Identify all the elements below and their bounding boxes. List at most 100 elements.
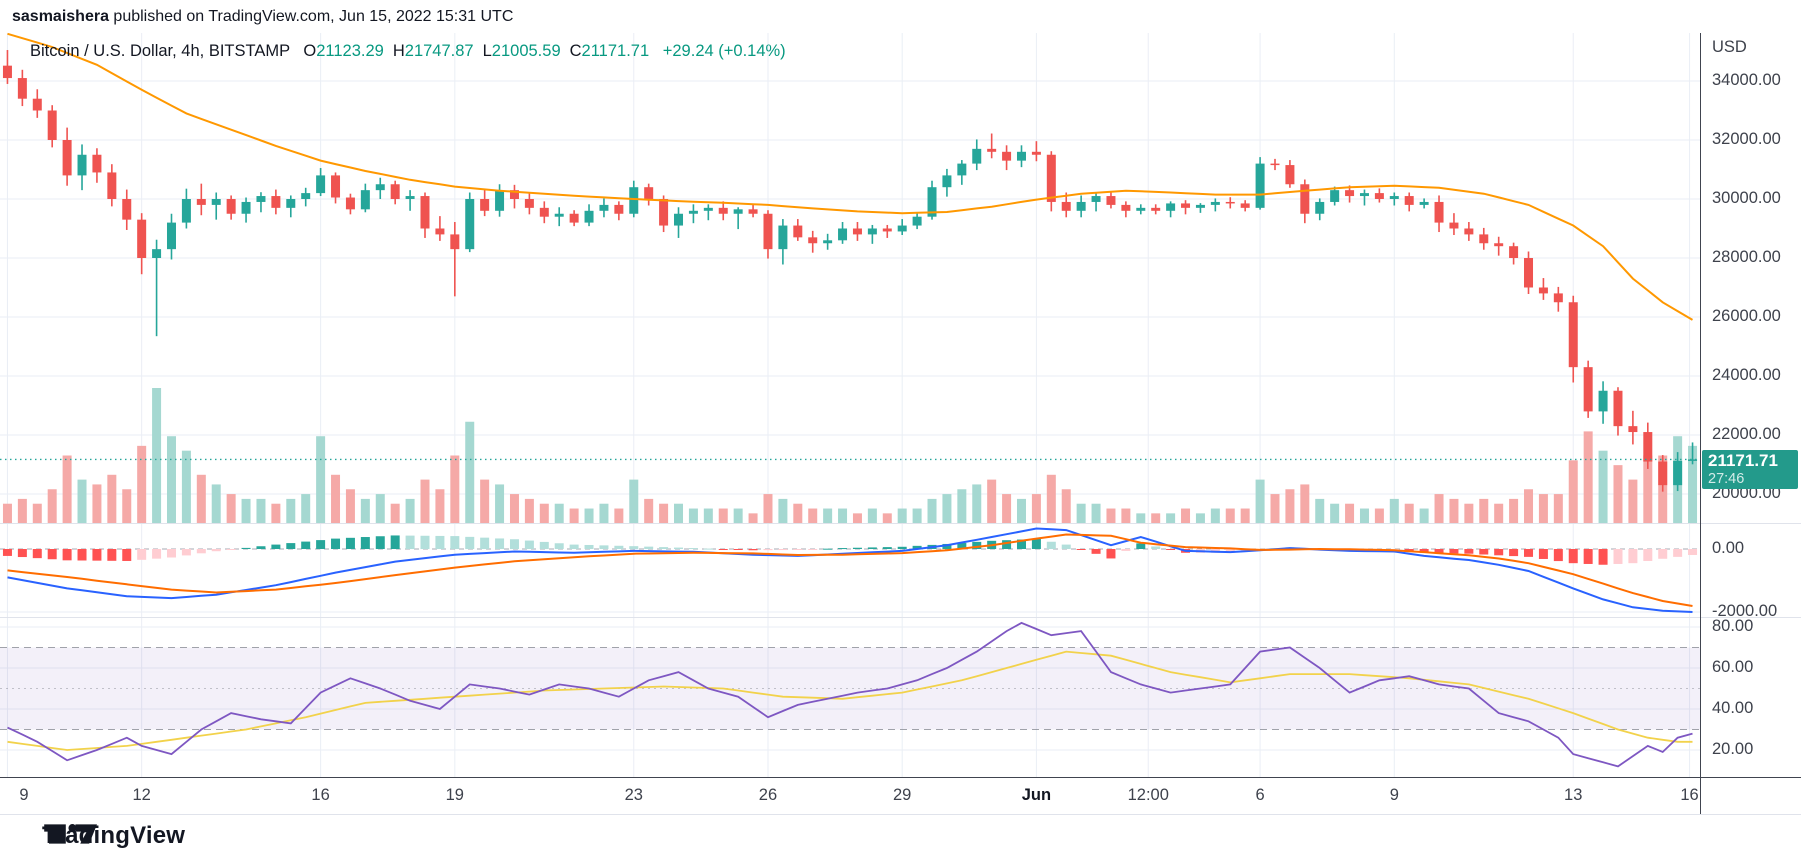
volume-bar (92, 484, 102, 523)
macd-histogram-bar (823, 548, 833, 550)
macd-histogram-bar (137, 549, 147, 560)
volume-bar (435, 489, 445, 523)
volume-bar (1568, 460, 1578, 523)
macd-histogram-bar (763, 549, 773, 551)
volume-bar (1330, 503, 1340, 523)
volume-bar (1419, 508, 1429, 523)
price-tick-main: 24000.00 (1712, 366, 1781, 384)
time-tick: 29 (893, 786, 912, 804)
volume-bar (1225, 508, 1235, 523)
volume-bar (1613, 465, 1623, 523)
candle-body (987, 148, 997, 152)
candle-body (674, 213, 684, 226)
macd-histogram-bar (882, 547, 892, 549)
macd-histogram-bar (405, 535, 415, 549)
volume-bar (241, 498, 251, 523)
candle-body (1389, 196, 1399, 199)
volume-bar (1136, 513, 1146, 523)
candle-body (867, 228, 877, 235)
candle-wick (990, 133, 993, 159)
candle-body (1688, 459, 1698, 461)
candle-body (509, 190, 519, 199)
volume-bar (316, 436, 326, 523)
macd-histogram-bar (1464, 549, 1474, 554)
volume-bar (345, 489, 355, 523)
volume-bar (614, 508, 624, 523)
macd-histogram-bar (1106, 549, 1116, 559)
candle-wick (454, 222, 456, 297)
volume-bar (509, 494, 519, 523)
candle-body (838, 228, 848, 241)
volume-bar (1374, 508, 1384, 523)
macd-histogram-bar (1628, 549, 1638, 564)
volume-bar (1166, 513, 1176, 523)
candle-body (256, 196, 266, 202)
volume-bar (972, 484, 982, 523)
macd-histogram-bar (1583, 549, 1593, 564)
candle-body (927, 187, 937, 217)
price-tick-main: 26000.00 (1712, 307, 1781, 325)
candle-body (1285, 165, 1295, 185)
volume-bar (1389, 498, 1399, 523)
volume-bar (47, 489, 57, 523)
tradingview-logo[interactable]: TradingView (42, 822, 185, 850)
macd-histogram-bar (495, 538, 505, 549)
volume-bar (1315, 498, 1325, 523)
macd-histogram-bar (375, 536, 385, 549)
candle-body (659, 199, 669, 226)
candle-body (763, 213, 773, 250)
volume-bar (152, 388, 162, 523)
macd-histogram-bar (92, 549, 102, 561)
volume-bar (405, 498, 415, 523)
candle-body (539, 207, 549, 217)
volume-bar (867, 508, 877, 523)
macd-histogram-bar (1479, 549, 1489, 555)
macd-histogram-bar (1688, 549, 1698, 555)
time-tick: 26 (758, 786, 778, 804)
candle-body (1538, 287, 1548, 294)
candle-body (1151, 207, 1161, 211)
publish-header: sasmaishera published on TradingView.com… (12, 8, 513, 26)
candle-body (32, 98, 42, 111)
price-tick-rsi: 20.00 (1712, 740, 1754, 758)
macd-histogram-bar (1449, 549, 1459, 554)
volume-bar (1270, 494, 1280, 523)
macd-histogram-bar (1002, 540, 1012, 549)
volume-bar (17, 498, 27, 523)
price-tick-macd: 0.00 (1712, 539, 1745, 557)
volume-bar (1449, 498, 1459, 523)
macd-histogram-bar (465, 536, 475, 549)
volume-bar (823, 508, 833, 523)
volume-bar (1434, 494, 1444, 523)
volume-bar (1106, 508, 1116, 523)
macd-histogram-bar (808, 549, 818, 550)
candle-wick (409, 190, 411, 211)
volume-bar (1509, 498, 1519, 523)
volume-bar (1151, 513, 1161, 523)
time-scale[interactable] (0, 778, 1700, 815)
macd-histogram-bar (241, 547, 251, 549)
volume-bar (1016, 498, 1026, 523)
candle-body (420, 196, 430, 229)
volume-bar (196, 474, 206, 523)
volume-bar (659, 503, 669, 523)
volume-bar (703, 508, 713, 523)
candle-body (1210, 201, 1220, 205)
macd-histogram-bar (852, 547, 862, 549)
volume-bar (718, 508, 728, 523)
candle-body (286, 199, 296, 208)
volume-bar (465, 421, 475, 523)
candle-wick (155, 239, 158, 337)
candle-body (852, 228, 862, 235)
rsi-band (0, 647, 1700, 730)
candle-body (196, 199, 206, 205)
volume-bar (1643, 455, 1653, 523)
candle-body (271, 196, 281, 208)
macd-histogram-bar (838, 548, 848, 550)
tradingview-logo-icon (44, 824, 97, 844)
candle-body (465, 199, 475, 250)
volume-bar (375, 494, 385, 523)
volume-bar (137, 445, 147, 523)
